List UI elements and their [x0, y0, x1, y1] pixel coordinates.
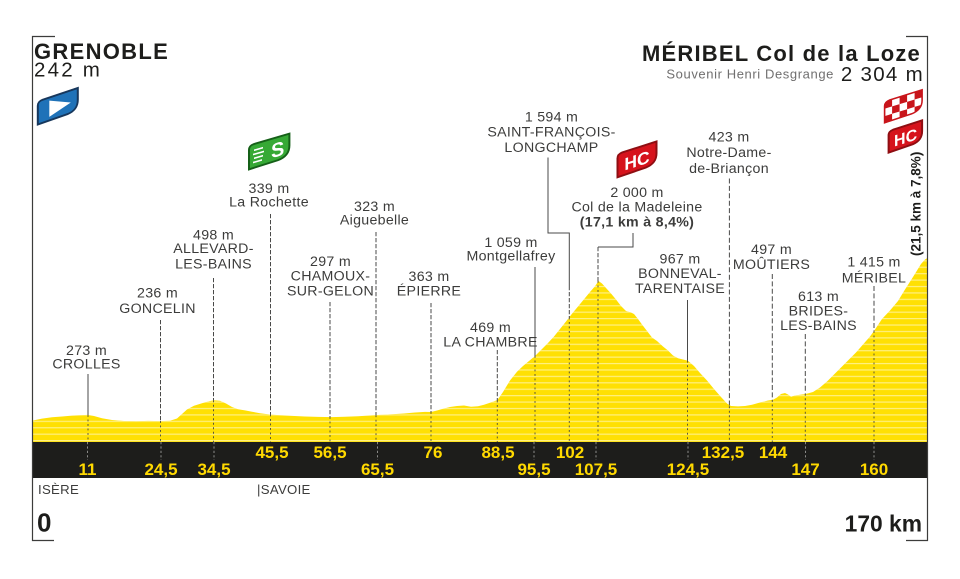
- svg-text:363 m: 363 m: [409, 269, 450, 285]
- svg-text:95,5: 95,5: [517, 460, 550, 479]
- svg-text:144: 144: [759, 443, 788, 462]
- svg-text:LES-BAINS: LES-BAINS: [175, 256, 252, 272]
- svg-text:107,5: 107,5: [575, 460, 618, 479]
- svg-text:LA CHAMBRE: LA CHAMBRE: [443, 335, 537, 351]
- svg-text:SUR-GELON: SUR-GELON: [287, 283, 374, 299]
- svg-text:LONGCHAMP: LONGCHAMP: [504, 140, 598, 156]
- svg-text:LES-BAINS: LES-BAINS: [780, 318, 857, 334]
- svg-text:132,5: 132,5: [702, 443, 745, 462]
- svg-text:124,5: 124,5: [667, 460, 710, 479]
- svg-text:ÉPIERRE: ÉPIERRE: [397, 282, 461, 299]
- svg-text:1 059 m: 1 059 m: [484, 235, 537, 251]
- svg-text:423 m: 423 m: [709, 130, 750, 146]
- svg-text:2 304 m: 2 304 m: [841, 63, 924, 86]
- svg-text:34,5: 34,5: [197, 460, 230, 479]
- svg-text:MÉRIBEL Col de la Loze: MÉRIBEL Col de la Loze: [642, 41, 921, 66]
- svg-text:967 m: 967 m: [660, 252, 701, 268]
- svg-text:CHAMOUX-: CHAMOUX-: [291, 268, 371, 284]
- svg-text:BRIDES-: BRIDES-: [789, 304, 849, 320]
- svg-text:MOÛTIERS: MOÛTIERS: [733, 256, 810, 273]
- svg-text:65,5: 65,5: [361, 460, 394, 479]
- svg-text:BONNEVAL-: BONNEVAL-: [638, 266, 722, 282]
- svg-text:La Rochette: La Rochette: [229, 195, 309, 211]
- svg-text:0: 0: [37, 508, 51, 538]
- svg-text:S: S: [271, 138, 284, 163]
- svg-text:ALLEVARD-: ALLEVARD-: [173, 241, 254, 257]
- svg-text:(21,5 km à 7,8%): (21,5 km à 7,8%): [909, 152, 924, 256]
- svg-text:Aiguebelle: Aiguebelle: [340, 213, 409, 229]
- svg-text:GONCELIN: GONCELIN: [119, 301, 196, 317]
- svg-text:497 m: 497 m: [751, 242, 792, 258]
- svg-text:170 km: 170 km: [845, 511, 922, 537]
- svg-text:ISÈRE: ISÈRE: [38, 482, 79, 497]
- svg-text:160: 160: [860, 460, 888, 479]
- svg-text:76: 76: [424, 443, 443, 462]
- svg-text:24,5: 24,5: [144, 460, 177, 479]
- svg-text:SAINT-FRANÇOIS-: SAINT-FRANÇOIS-: [487, 125, 615, 141]
- svg-text:102: 102: [556, 443, 584, 462]
- svg-text:|SAVOIE: |SAVOIE: [257, 482, 311, 497]
- svg-text:297 m: 297 m: [310, 254, 351, 270]
- svg-text:273 m: 273 m: [66, 343, 107, 359]
- svg-text:de-Briançon: de-Briançon: [689, 161, 769, 177]
- svg-text:TARENTAISE: TARENTAISE: [635, 281, 725, 297]
- svg-text:Col de la Madeleine: Col de la Madeleine: [571, 200, 702, 216]
- svg-text:Souvenir Henri Desgrange: Souvenir Henri Desgrange: [666, 67, 834, 82]
- svg-text:613 m: 613 m: [798, 289, 839, 305]
- svg-text:469 m: 469 m: [470, 320, 511, 336]
- svg-text:HC: HC: [894, 126, 917, 151]
- svg-text:339 m: 339 m: [249, 181, 290, 197]
- svg-text:Montgellafrey: Montgellafrey: [466, 248, 556, 264]
- svg-text:323 m: 323 m: [354, 199, 395, 215]
- svg-text:45,5: 45,5: [255, 443, 288, 462]
- svg-text:56,5: 56,5: [313, 443, 346, 462]
- svg-text:1 594 m: 1 594 m: [525, 110, 578, 126]
- svg-text:Notre-Dame-: Notre-Dame-: [686, 145, 771, 161]
- svg-text:2 000 m: 2 000 m: [610, 185, 663, 201]
- svg-text:11: 11: [79, 460, 97, 479]
- svg-text:147: 147: [791, 460, 819, 479]
- svg-text:CROLLES: CROLLES: [52, 357, 120, 373]
- svg-text:1 415 m: 1 415 m: [847, 254, 900, 270]
- svg-text:236 m: 236 m: [137, 286, 178, 302]
- svg-text:GRENOBLE: GRENOBLE: [34, 39, 169, 64]
- svg-text:498 m: 498 m: [193, 227, 234, 243]
- svg-text:(17,1 km à 8,4%): (17,1 km à 8,4%): [580, 214, 694, 230]
- svg-text:242 m: 242 m: [34, 59, 102, 82]
- svg-text:MÉRIBEL: MÉRIBEL: [842, 269, 906, 286]
- svg-text:88,5: 88,5: [481, 443, 514, 462]
